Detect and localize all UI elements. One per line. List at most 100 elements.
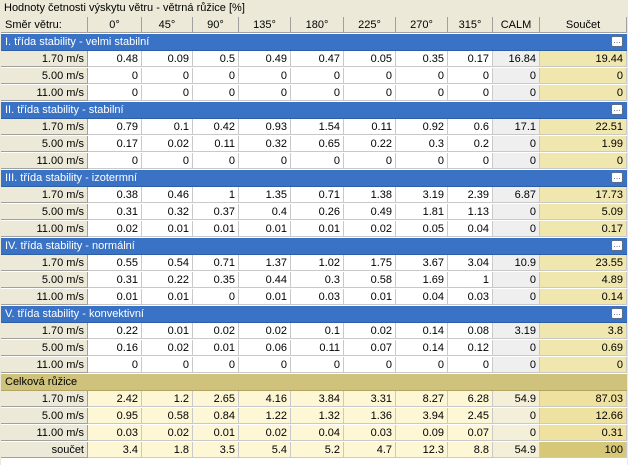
value-cell[interactable]: 0	[193, 85, 239, 101]
row-label[interactable]: 5.00 m/s	[1, 408, 88, 424]
value-cell[interactable]: 0.03	[291, 289, 344, 305]
value-cell[interactable]: 0.1	[291, 323, 344, 339]
value-cell[interactable]: 12.3	[396, 442, 448, 458]
value-cell[interactable]: 16.84	[493, 51, 540, 67]
value-cell[interactable]: 0.01	[239, 289, 291, 305]
value-cell[interactable]: 0	[493, 68, 540, 84]
value-cell[interactable]: 0.22	[344, 136, 396, 152]
row-label[interactable]: 11.00 m/s	[1, 425, 88, 441]
value-cell[interactable]: 0	[88, 68, 142, 84]
value-cell[interactable]: 0.12	[448, 340, 493, 356]
value-cell[interactable]: 0	[493, 408, 540, 424]
value-cell[interactable]: 0.79	[88, 119, 142, 135]
value-cell[interactable]: 0.4	[239, 204, 291, 220]
value-cell[interactable]: 0.31	[88, 204, 142, 220]
value-cell[interactable]: 0.58	[344, 272, 396, 288]
row-label[interactable]: 1.70 m/s	[1, 255, 88, 271]
value-cell[interactable]: 0.14	[396, 340, 448, 356]
value-cell[interactable]: 0.1	[142, 119, 193, 135]
value-cell[interactable]: 10.9	[493, 255, 540, 271]
ellipsis-icon[interactable]: …	[611, 240, 623, 251]
value-cell[interactable]: 4.16	[239, 391, 291, 407]
value-cell[interactable]: 0.02	[142, 340, 193, 356]
value-cell[interactable]: 3.19	[493, 323, 540, 339]
value-cell[interactable]: 0.02	[88, 221, 142, 237]
value-cell[interactable]: 0	[193, 153, 239, 169]
value-cell[interactable]: 0.11	[193, 136, 239, 152]
value-cell[interactable]: 0.49	[344, 204, 396, 220]
value-cell[interactable]: 0	[344, 357, 396, 373]
value-cell[interactable]: 0	[493, 425, 540, 441]
row-label[interactable]: 5.00 m/s	[1, 204, 88, 220]
sum-cell[interactable]: 3.8	[540, 323, 627, 339]
row-label[interactable]: 11.00 m/s	[1, 85, 88, 101]
value-cell[interactable]: 1.8	[142, 442, 193, 458]
value-cell[interactable]: 0	[396, 357, 448, 373]
value-cell[interactable]: 1.35	[239, 187, 291, 203]
value-cell[interactable]: 0.16	[88, 340, 142, 356]
value-cell[interactable]: 0	[493, 204, 540, 220]
value-cell[interactable]: 2.42	[88, 391, 142, 407]
value-cell[interactable]: 0.01	[142, 323, 193, 339]
value-cell[interactable]: 0	[239, 357, 291, 373]
value-cell[interactable]: 0	[448, 153, 493, 169]
value-cell[interactable]: 0.11	[344, 119, 396, 135]
value-cell[interactable]: 3.5	[193, 442, 239, 458]
value-cell[interactable]: 0.01	[291, 221, 344, 237]
value-cell[interactable]: 0	[344, 68, 396, 84]
row-label[interactable]: 11.00 m/s	[1, 289, 88, 305]
value-cell[interactable]: 0	[493, 272, 540, 288]
value-cell[interactable]: 1.38	[344, 187, 396, 203]
value-cell[interactable]: 0.22	[142, 272, 193, 288]
value-cell[interactable]: 0	[88, 153, 142, 169]
sum-cell[interactable]: 0.14	[540, 289, 627, 305]
value-cell[interactable]: 0.55	[88, 255, 142, 271]
value-cell[interactable]: 0.03	[344, 425, 396, 441]
ellipsis-icon[interactable]: …	[611, 308, 623, 319]
value-cell[interactable]: 0	[448, 85, 493, 101]
ellipsis-icon[interactable]: …	[611, 36, 623, 47]
value-cell[interactable]: 0	[291, 153, 344, 169]
value-cell[interactable]: 0.01	[193, 425, 239, 441]
value-cell[interactable]: 0.71	[193, 255, 239, 271]
value-cell[interactable]: 0	[344, 153, 396, 169]
value-cell[interactable]: 0.02	[142, 425, 193, 441]
value-cell[interactable]: 0.31	[88, 272, 142, 288]
value-cell[interactable]: 0.32	[142, 204, 193, 220]
value-cell[interactable]: 0.07	[344, 340, 396, 356]
value-cell[interactable]: 0.95	[88, 408, 142, 424]
value-cell[interactable]: 0	[193, 357, 239, 373]
value-cell[interactable]: 1.81	[396, 204, 448, 220]
value-cell[interactable]: 0	[493, 221, 540, 237]
value-cell[interactable]: 1.69	[396, 272, 448, 288]
value-cell[interactable]: 0.02	[239, 425, 291, 441]
value-cell[interactable]: 0.2	[448, 136, 493, 152]
value-cell[interactable]: 180°	[291, 17, 344, 33]
value-cell[interactable]: CALM	[493, 17, 540, 33]
value-cell[interactable]: 6.87	[493, 187, 540, 203]
row-label[interactable]: 1.70 m/s	[1, 323, 88, 339]
value-cell[interactable]: 90°	[193, 17, 239, 33]
sum-cell[interactable]: 5.09	[540, 204, 627, 220]
value-cell[interactable]: 0.93	[239, 119, 291, 135]
value-cell[interactable]: 0.02	[193, 323, 239, 339]
value-cell[interactable]: 0.01	[88, 289, 142, 305]
value-cell[interactable]: 0.02	[344, 221, 396, 237]
value-cell[interactable]: 0.3	[291, 272, 344, 288]
value-cell[interactable]: 0.46	[142, 187, 193, 203]
value-cell[interactable]: 8.8	[448, 442, 493, 458]
value-cell[interactable]: 0	[291, 68, 344, 84]
sum-cell[interactable]: 0	[540, 85, 627, 101]
row-label[interactable]: 11.00 m/s	[1, 357, 88, 373]
value-cell[interactable]: 0.32	[239, 136, 291, 152]
value-cell[interactable]: 0.48	[88, 51, 142, 67]
value-cell[interactable]: 0.44	[239, 272, 291, 288]
row-label[interactable]: 11.00 m/s	[1, 153, 88, 169]
value-cell[interactable]: 0.42	[193, 119, 239, 135]
value-cell[interactable]: 2.65	[193, 391, 239, 407]
value-cell[interactable]: 1.54	[291, 119, 344, 135]
value-cell[interactable]: 225°	[344, 17, 396, 33]
value-cell[interactable]: 0.47	[291, 51, 344, 67]
sum-cell[interactable]: 4.89	[540, 272, 627, 288]
value-cell[interactable]: 1.13	[448, 204, 493, 220]
